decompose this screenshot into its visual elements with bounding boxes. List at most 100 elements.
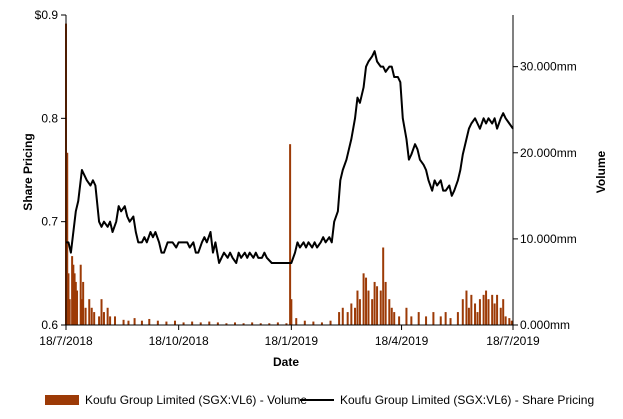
x-tick-label: 18/10/2018 [149, 334, 209, 348]
volume-bar [276, 322, 279, 325]
volume-bar [88, 299, 91, 325]
volume-bar [122, 319, 125, 325]
volume-bar [285, 323, 288, 325]
volume-bar [470, 294, 473, 325]
volume-bar [74, 281, 77, 325]
volume-bar [72, 264, 75, 325]
volume-bar [165, 321, 168, 325]
volume-bar [182, 322, 185, 325]
volume-bar [199, 322, 202, 325]
x-tick-label: 18/7/2019 [486, 334, 540, 348]
volume-bar [365, 277, 368, 325]
y-right-tick-label: 0.000mm [520, 318, 570, 332]
y-left-tick-label: 0.8 [41, 111, 58, 125]
volume-bar [398, 316, 401, 325]
volume-bar [102, 312, 105, 325]
legend-swatch-volume [45, 395, 79, 405]
volume-bar [90, 307, 93, 325]
volume-bar [79, 264, 82, 325]
volume-bar [487, 299, 490, 325]
volume-bar [173, 320, 176, 325]
volume-bar [410, 316, 413, 325]
volume-bar [73, 273, 76, 325]
volume-bar [82, 281, 85, 325]
price-line [66, 50, 514, 264]
volume-bar [80, 299, 83, 325]
volume-bar [376, 286, 379, 325]
volume-bar [384, 281, 387, 325]
volume-bar [67, 273, 70, 325]
volume-bar [367, 290, 370, 325]
volume-bar [242, 323, 245, 325]
x-tick-label: 18/7/2018 [39, 334, 93, 348]
volume-bar [295, 318, 298, 325]
chart-legend: Koufu Group Limited (SGX:VL6) - Volume K… [0, 393, 623, 411]
volume-bar [493, 303, 496, 325]
y-right-tick-label: 20.000mm [520, 146, 577, 160]
volume-bar [356, 290, 359, 325]
volume-bar [362, 273, 365, 325]
volume-bar [474, 303, 477, 325]
y-right-tick-label: 30.000mm [520, 60, 577, 74]
volume-bar [156, 320, 159, 325]
volume-bar [191, 321, 194, 325]
volume-bar [405, 307, 408, 325]
volume-bar [208, 321, 211, 325]
volume-bar [346, 312, 349, 325]
y-left-tick-label: 0.7 [41, 215, 58, 229]
volume-bars [65, 23, 513, 326]
chart-canvas: $0.9 0.8 0.7 0.6 30.000mm 20.000mm 10.000mm 0.… [21, 8, 608, 369]
volume-bar [425, 316, 428, 325]
x-tick-label: 18/1/2019 [265, 334, 319, 348]
volume-bar [113, 316, 116, 325]
volume-bar [439, 316, 442, 325]
volume-bar [350, 303, 353, 325]
volume-bar [127, 320, 130, 325]
volume-bar [449, 318, 452, 325]
volume-bar [482, 294, 485, 325]
volume-bar [289, 144, 292, 325]
volume-bar [106, 307, 109, 325]
y-left-tick-label: 0.6 [41, 318, 58, 332]
volume-bar [312, 321, 315, 325]
volume-bar [109, 316, 112, 325]
volume-bar [148, 318, 151, 325]
volume-bar [133, 318, 136, 325]
volume-bar [234, 322, 236, 325]
volume-bar [354, 307, 357, 325]
volume-bar [303, 320, 306, 325]
legend-label-price: Koufu Group Limited (SGX:VL6) - Share Pr… [340, 393, 595, 407]
volume-bar [290, 299, 293, 325]
legend-item-price: Koufu Group Limited (SGX:VL6) - Share Pr… [300, 393, 594, 407]
x-axis-ticks: 18/7/2018 18/10/2018 18/1/2019 18/4/2019 18/… [39, 325, 540, 348]
volume-bar [68, 299, 71, 325]
volume-bar [504, 316, 507, 325]
volume-bar [476, 312, 479, 325]
volume-bar [510, 320, 513, 325]
volume-bar [371, 299, 374, 325]
legend-item-volume: Koufu Group Limited (SGX:VL6) - Volume [45, 393, 307, 407]
volume-bar [140, 320, 143, 325]
volume-bar [379, 290, 382, 325]
volume-bar [93, 312, 96, 325]
left-axis-ticks: $0.9 0.8 0.7 0.6 [35, 8, 66, 332]
legend-label-volume: Koufu Group Limited (SGX:VL6) - Volume [85, 393, 308, 407]
y-axis-left-title: Share Pricing [21, 133, 35, 210]
volume-bar [225, 323, 228, 325]
x-axis-title: Date [273, 355, 299, 369]
volume-bar [456, 312, 459, 325]
volume-bar [388, 299, 391, 325]
volume-bar [251, 322, 254, 325]
volume-bar [499, 307, 502, 325]
volume-bar [393, 312, 396, 325]
volume-bar [496, 294, 499, 325]
volume-bar [341, 307, 344, 325]
volume-bar [461, 299, 464, 325]
y-right-tick-label: 10.000mm [520, 232, 577, 246]
volume-bar [444, 312, 447, 325]
volume-bar [467, 307, 470, 325]
right-axis-ticks: 30.000mm 20.000mm 10.000mm 0.000mm [513, 60, 577, 332]
volume-bar [390, 307, 393, 325]
volume-bar [329, 320, 332, 325]
legend-swatch-price [300, 399, 334, 401]
